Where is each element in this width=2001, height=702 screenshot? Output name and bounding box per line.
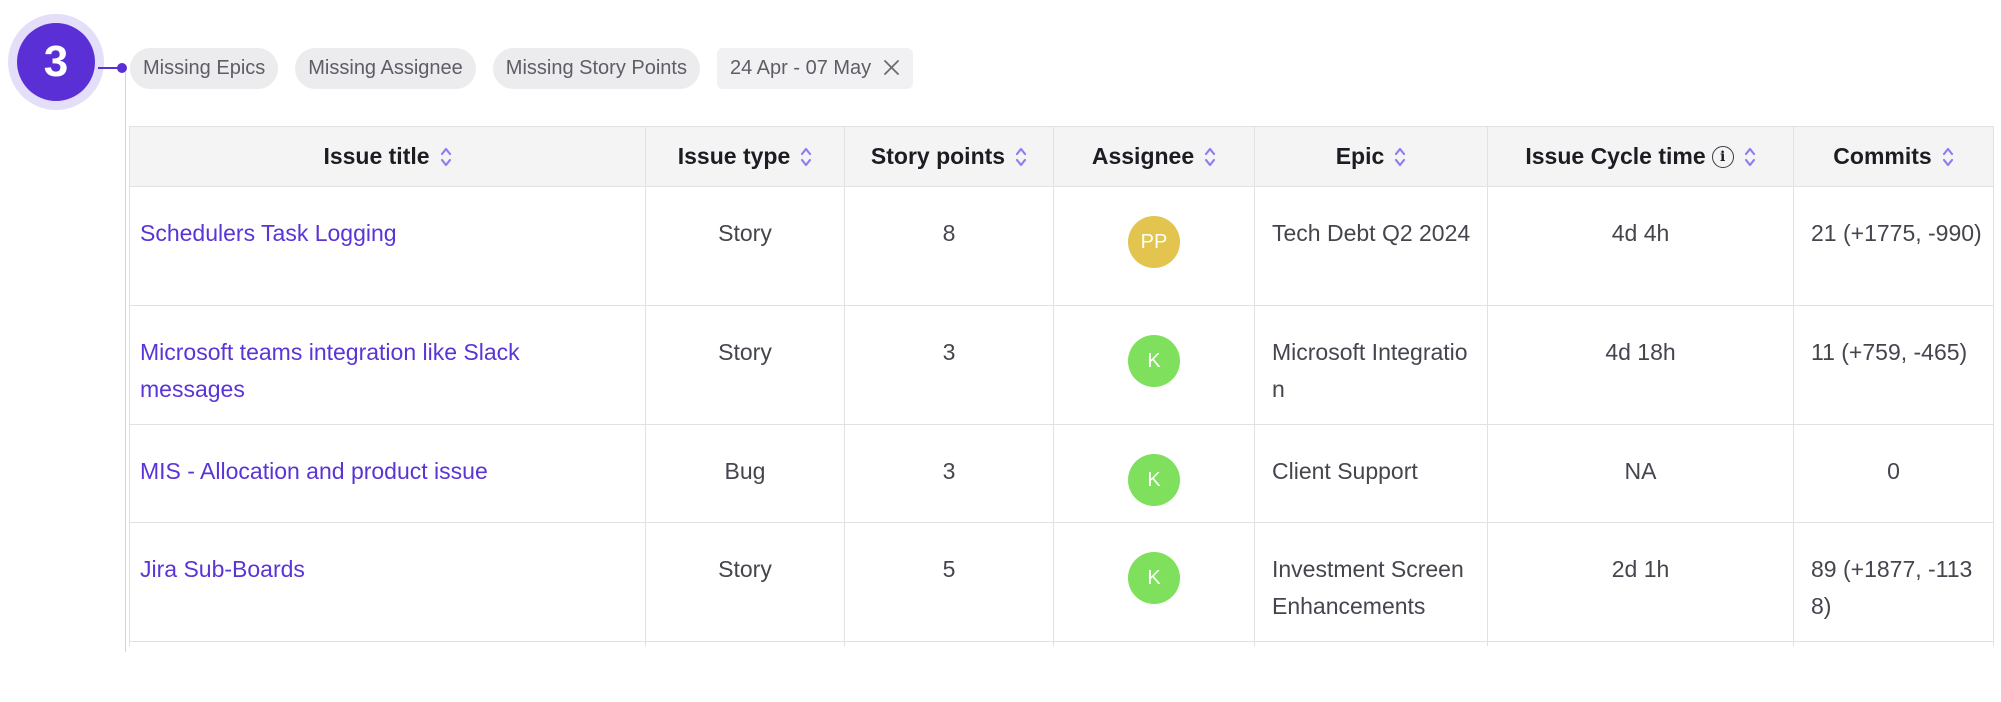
cell-empty (844, 641, 1054, 646)
header-issue-type[interactable]: Issue type (645, 126, 845, 187)
avatar[interactable]: K (1128, 454, 1180, 506)
timeline-rule (125, 72, 126, 652)
cell-cycle-time: 4d 4h (1487, 186, 1794, 306)
issues-table: Issue title Issue type Story points Assi… (129, 126, 1994, 646)
cell-empty (1487, 641, 1794, 646)
sort-icon[interactable] (800, 146, 812, 168)
cell-assignee: K (1053, 424, 1255, 523)
cell-empty (645, 641, 845, 646)
close-icon[interactable] (883, 58, 900, 80)
sort-icon[interactable] (1744, 146, 1756, 168)
avatar[interactable]: K (1128, 335, 1180, 387)
cell-issue-type: Bug (645, 424, 845, 523)
cell-empty (1053, 641, 1255, 646)
cell-assignee: PP (1053, 186, 1255, 306)
cell-issue-type: Story (645, 522, 845, 642)
cell-assignee: K (1053, 522, 1255, 642)
date-range-label: 24 Apr - 07 May (729, 57, 872, 79)
table-header-row: Issue title Issue type Story points Assi… (129, 126, 1994, 187)
cell-cycle-time: 2d 1h (1487, 522, 1794, 642)
filter-chip-missing-epics[interactable]: Missing Epics (130, 48, 279, 89)
cell-epic: Tech Debt Q2 2024 (1254, 186, 1488, 306)
issue-link[interactable]: Schedulers Task Logging (140, 220, 397, 246)
sort-icon[interactable] (440, 146, 452, 168)
cell-story-points: 5 (844, 522, 1054, 642)
cell-cycle-time: 4d 18h (1487, 305, 1794, 425)
issue-link[interactable]: Jira Sub-Boards (140, 556, 305, 582)
header-label: Issue type (677, 143, 791, 169)
cell-issue-type: Story (645, 305, 845, 425)
header-story-points[interactable]: Story points (844, 126, 1054, 187)
filter-chip-missing-story-points[interactable]: Missing Story Points (492, 48, 700, 89)
avatar[interactable]: K (1128, 552, 1180, 604)
header-issue-title[interactable]: Issue title (129, 126, 646, 187)
connector-dot (117, 63, 127, 73)
table-row[interactable]: Microsoft teams integration like Slack m… (129, 305, 1994, 425)
header-label: Epic (1335, 143, 1385, 169)
cell-story-points: 3 (844, 424, 1054, 523)
cell-issue-title: Microsoft teams integration like Slack m… (129, 305, 646, 425)
sort-icon[interactable] (1015, 146, 1027, 168)
header-label: Story points (870, 143, 1006, 169)
step-number: 3 (17, 23, 95, 101)
header-label: Commits (1833, 143, 1932, 169)
cell-empty (129, 641, 646, 646)
step-badge: 3 (8, 14, 104, 110)
cell-epic: Investment Screen Enhancements (1254, 522, 1488, 642)
sort-icon[interactable] (1942, 146, 1954, 168)
table-row[interactable]: Jira Sub-Boards Story 5 K Investment Scr… (129, 522, 1994, 642)
cell-commits: 0 (1793, 424, 1994, 523)
cell-epic: Client Support (1254, 424, 1488, 523)
cell-issue-title: Jira Sub-Boards (129, 522, 646, 642)
header-cycle-time[interactable]: Issue Cycle time i (1487, 126, 1794, 187)
cell-commits: 89 (+1877, -1138) (1793, 522, 1994, 642)
cell-story-points: 8 (844, 186, 1054, 306)
sort-icon[interactable] (1204, 146, 1216, 168)
cell-issue-title: Schedulers Task Logging (129, 186, 646, 306)
cell-assignee: K (1053, 305, 1255, 425)
issues-table-container: Issue title Issue type Story points Assi… (129, 126, 2001, 646)
issue-link[interactable]: MIS - Allocation and product issue (140, 458, 488, 484)
cell-cycle-time: NA (1487, 424, 1794, 523)
cell-epic: Microsoft Integration (1254, 305, 1488, 425)
table-row[interactable]: Schedulers Task Logging Story 8 PP Tech … (129, 186, 1994, 306)
cell-commits: 21 (+1775, -990) (1793, 186, 1994, 306)
info-icon[interactable]: i (1711, 145, 1734, 168)
avatar[interactable]: PP (1128, 216, 1180, 268)
cell-issue-type: Story (645, 186, 845, 306)
connector-line (98, 67, 122, 69)
header-label: Issue Cycle time (1525, 143, 1706, 169)
filter-chip-missing-assignee[interactable]: Missing Assignee (295, 48, 476, 89)
sort-icon[interactable] (1394, 146, 1406, 168)
issue-link[interactable]: Microsoft teams integration like Slack m… (140, 339, 520, 402)
cell-story-points: 3 (844, 305, 1054, 425)
table-row[interactable]: MIS - Allocation and product issue Bug 3… (129, 424, 1994, 523)
cell-empty (1793, 641, 1994, 646)
header-epic[interactable]: Epic (1254, 126, 1488, 187)
header-assignee[interactable]: Assignee (1053, 126, 1255, 187)
header-label: Issue title (323, 143, 430, 169)
date-range-chip[interactable]: 24 Apr - 07 May (716, 48, 914, 89)
table-row[interactable] (129, 641, 1994, 646)
filter-bar: Missing Epics Missing Assignee Missing S… (130, 48, 914, 89)
cell-empty (1254, 641, 1488, 646)
cell-commits: 11 (+759, -465) (1793, 305, 1994, 425)
header-commits[interactable]: Commits (1793, 126, 1994, 187)
cell-issue-title: MIS - Allocation and product issue (129, 424, 646, 523)
header-label: Assignee (1091, 143, 1195, 169)
